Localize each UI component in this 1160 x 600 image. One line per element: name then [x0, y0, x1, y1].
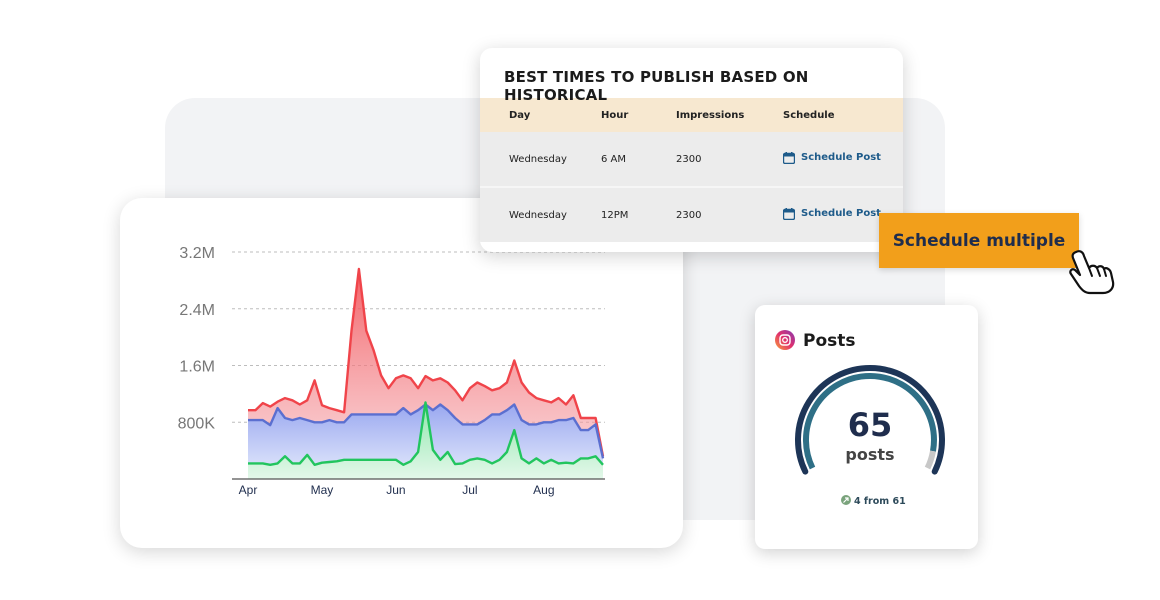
x-tick-label: Apr [239, 483, 258, 497]
y-tick-label: 1.6M [179, 359, 215, 376]
cell: 2300 [676, 186, 783, 242]
table-row: Wednesday 12PM 2300 Schedule Post [480, 186, 903, 242]
x-tick-label: May [311, 483, 334, 497]
column-header: Schedule [783, 98, 903, 132]
posts-unit: posts [845, 445, 894, 464]
hand-cursor [1069, 250, 1115, 295]
x-tick-label: Aug [533, 483, 554, 497]
table-row: Wednesday 6 AM 2300 Schedule Post [480, 132, 903, 187]
posts-widget: Posts 65 posts 4 from 61 [775, 330, 945, 507]
table-title: BEST TIMES TO PUBLISH BASED ON HISTORICA… [504, 68, 809, 104]
chart: 800K 1.6M 2.4M 3.2M Apr May Jun Jul Aug [178, 245, 605, 497]
series-line [248, 267, 605, 457]
y-tick-label: 3.2M [179, 245, 215, 262]
column-header: Impressions [676, 98, 783, 132]
chart-card: 800K 1.6M 2.4M 3.2M Apr May Jun Jul Aug [120, 198, 683, 548]
instagram-icon [775, 330, 795, 350]
gauge-remainder [924, 450, 936, 470]
card-title: Posts [803, 331, 856, 351]
x-tick-label: Jun [386, 483, 405, 497]
cell: Wednesday [480, 132, 601, 187]
cell: Schedule Post [783, 132, 903, 187]
table-header: Day Hour Impressions Schedule [480, 98, 903, 132]
schedule-post-link[interactable]: Schedule Post [783, 207, 881, 220]
posts-count: 65 [848, 406, 893, 444]
cell: 2300 [676, 132, 783, 187]
table-card: BEST TIMES TO PUBLISH BASED ON HISTORICA… [480, 48, 903, 252]
calendar-icon [783, 207, 795, 220]
cell: 12PM [601, 186, 676, 242]
gauge-inner-arc [803, 372, 937, 470]
schedule-post-text: Schedule Post [801, 152, 881, 163]
area-fill [248, 402, 603, 479]
y-tick-label: 2.4M [179, 302, 215, 319]
column-header: Day [480, 98, 601, 132]
cell: 6 AM [601, 132, 676, 187]
schedule-multiple-button[interactable]: Schedule multiple [879, 213, 1079, 268]
calendar-icon [783, 151, 795, 164]
gauge-outer-arc [795, 365, 945, 475]
posts-change: 4 from 61 [854, 496, 906, 507]
schedule-post-text: Schedule Post [801, 208, 881, 219]
posts-card: Posts 65 posts 4 from 61 [755, 305, 978, 549]
x-tick-label: Jul [462, 483, 477, 497]
cell: Wednesday [480, 186, 601, 242]
schedule-post-link[interactable]: Schedule Post [783, 151, 881, 164]
column-header: Hour [601, 98, 676, 132]
y-tick-label: 800K [178, 415, 216, 432]
series-line [248, 401, 604, 466]
table: Day Hour Impressions Schedule Wednesday … [480, 98, 903, 242]
